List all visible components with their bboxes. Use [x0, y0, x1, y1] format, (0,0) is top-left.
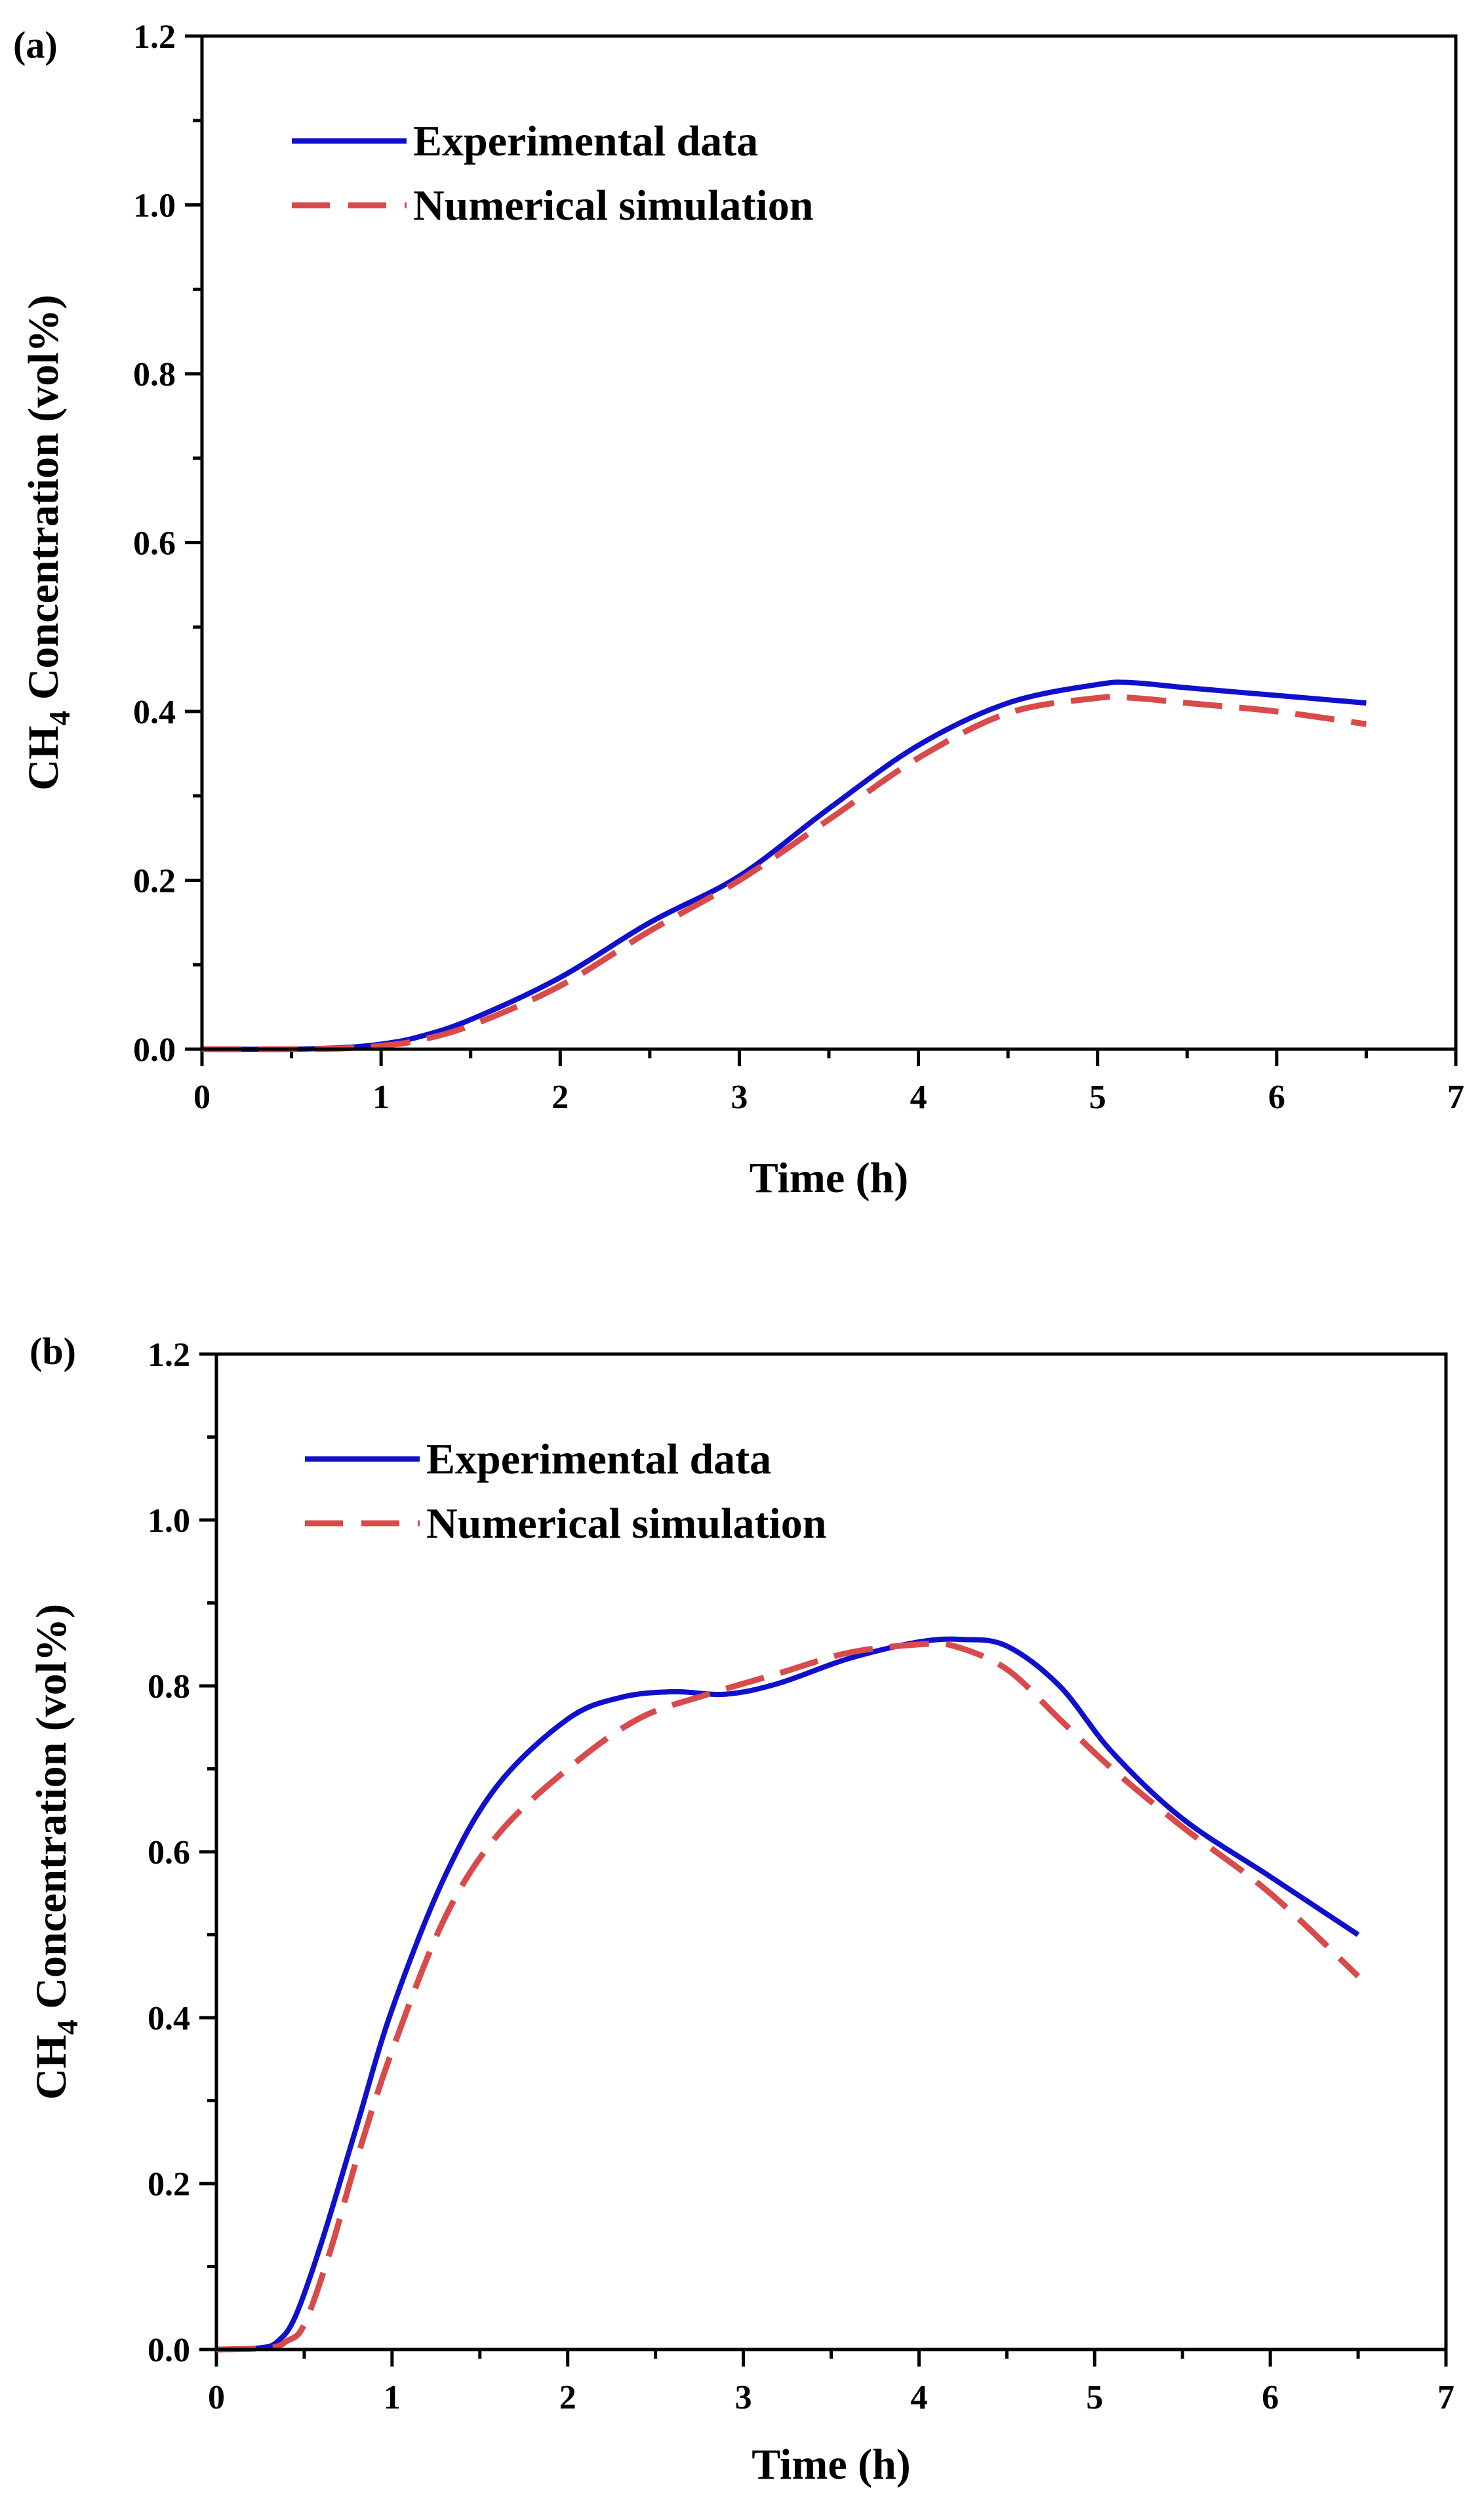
x-tick-label: 4 [910, 2379, 927, 2416]
x-tick-label: 6 [1268, 1079, 1285, 1116]
y-tick-labels: 0.0 0.2 0.4 0.6 0.8 1.0 1.2 [133, 18, 176, 1069]
y-tick-label: 0.0 [148, 2332, 190, 2369]
x-tick-label: 5 [1086, 2379, 1103, 2416]
y-tick-label: 0.0 [133, 1031, 176, 1069]
x-tick-labels: 0 1 2 3 4 5 6 7 [193, 1079, 1464, 1116]
chart-panel-b: (b) 0.0 0.2 0.4 0.6 0.8 1.0 1.2 0 1 2 3 … [28, 1330, 1454, 2489]
y-tick-label: 0.2 [148, 2166, 190, 2203]
x-tick-labels: 0 1 2 3 4 5 6 7 [208, 2379, 1454, 2416]
legend: Experimental data Numerical simulation [292, 117, 813, 230]
y-tick-label: 0.4 [133, 694, 176, 731]
x-tick-label: 4 [910, 1079, 927, 1116]
x-tick-label: 3 [731, 1079, 748, 1116]
y-tick-label: 0.8 [133, 356, 176, 393]
x-axis-title: Time (h) [752, 2441, 911, 2489]
x-tick-label: 0 [193, 1079, 211, 1116]
x-tick-label: 7 [1447, 1079, 1464, 1116]
x-tick-label: 3 [735, 2379, 752, 2416]
y-tick-label: 0.6 [148, 1834, 190, 1871]
y-tick-label: 1.0 [133, 188, 176, 225]
experimental-data-line [216, 1636, 1360, 2352]
axis-ticks [185, 34, 1458, 1066]
plot-frame [214, 1352, 1448, 2351]
experimental-data-line [201, 679, 1367, 1052]
x-tick-label: 0 [208, 2379, 225, 2416]
x-tick-label: 1 [372, 1079, 390, 1116]
y-tick-label: 1.0 [148, 1502, 190, 1540]
y-axis-title: CH4 Concentration (vol%) [20, 294, 76, 790]
x-tick-label: 6 [1262, 2379, 1279, 2416]
y-tick-label: 1.2 [133, 18, 176, 56]
x-tick-label: 7 [1437, 2379, 1454, 2416]
x-tick-label: 2 [559, 2379, 576, 2416]
y-axis-title: CH4 Concentration (vol%) [28, 1604, 84, 2100]
y-tick-label: 0.6 [133, 525, 176, 563]
chart-panel-a: (a) 0.0 0.2 0.4 0.6 0.8 1.0 1.2 0 1 2 3 … [13, 18, 1464, 1202]
y-tick-label: 1.2 [148, 1336, 190, 1374]
y-tick-label: 0.8 [148, 1668, 190, 1706]
numerical-simulation-line [201, 693, 1367, 1052]
legend-label-simulation: Numerical simulation [413, 182, 813, 230]
y-tick-labels: 0.0 0.2 0.4 0.6 0.8 1.0 1.2 [148, 1336, 190, 2369]
x-axis-title: Time (h) [750, 1154, 909, 1202]
plot-frame [200, 34, 1458, 1051]
panel-label: (a) [13, 24, 58, 66]
y-tick-label: 0.4 [148, 2000, 190, 2037]
y-tick-label: 0.2 [133, 863, 176, 900]
x-tick-label: 2 [551, 1079, 569, 1116]
legend-label-experimental: Experimental data [426, 1435, 771, 1483]
legend: Experimental data Numerical simulation [305, 1435, 826, 1548]
x-tick-label: 5 [1089, 1079, 1106, 1116]
numerical-simulation-line [216, 1640, 1361, 2353]
legend-label-experimental: Experimental data [413, 117, 758, 165]
x-tick-label: 1 [384, 2379, 401, 2416]
legend-label-simulation: Numerical simulation [426, 1500, 826, 1548]
panel-label: (b) [30, 1330, 76, 1372]
